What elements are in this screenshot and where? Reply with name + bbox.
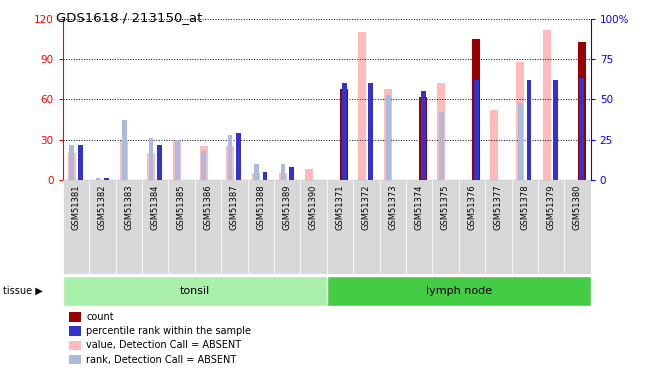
Bar <box>228 135 232 180</box>
Bar <box>122 120 127 180</box>
Text: GSM51376: GSM51376 <box>467 185 477 230</box>
Bar <box>386 94 391 180</box>
Bar <box>300 180 327 274</box>
Text: tissue ▶: tissue ▶ <box>3 286 43 296</box>
Text: GSM51383: GSM51383 <box>124 185 133 230</box>
Bar <box>432 180 459 274</box>
Bar <box>406 180 432 274</box>
Text: percentile rank within the sample: percentile rank within the sample <box>86 326 251 336</box>
Bar <box>459 180 485 274</box>
Text: GSM51387: GSM51387 <box>230 185 239 230</box>
Text: GSM51380: GSM51380 <box>573 185 582 230</box>
Text: GDS1618 / 213150_at: GDS1618 / 213150_at <box>56 11 203 24</box>
Bar <box>538 180 564 274</box>
Bar <box>490 110 498 180</box>
Bar <box>579 78 584 180</box>
Bar <box>157 144 162 180</box>
Bar <box>226 146 234 180</box>
Bar <box>385 88 393 180</box>
Bar <box>485 180 512 274</box>
Bar <box>175 140 180 180</box>
Bar <box>96 178 100 180</box>
Bar <box>472 39 480 180</box>
Bar <box>564 180 591 274</box>
Bar <box>340 88 348 180</box>
Bar <box>274 180 300 274</box>
Bar <box>168 180 195 274</box>
Text: GSM51384: GSM51384 <box>150 185 160 230</box>
Bar <box>327 180 353 274</box>
Text: value, Detection Call = ABSENT: value, Detection Call = ABSENT <box>86 340 242 350</box>
Text: GSM51385: GSM51385 <box>177 185 186 230</box>
Bar <box>289 167 294 180</box>
Bar <box>78 144 82 180</box>
Bar <box>68 153 76 180</box>
Bar <box>195 180 221 274</box>
Bar <box>518 103 523 180</box>
Bar <box>474 80 478 180</box>
Bar <box>368 83 373 180</box>
Bar <box>512 180 538 274</box>
Text: GSM51372: GSM51372 <box>362 185 371 230</box>
Text: GSM51375: GSM51375 <box>441 185 450 230</box>
Text: lymph node: lymph node <box>426 286 492 296</box>
Text: GSM51388: GSM51388 <box>256 185 265 230</box>
Text: GSM51386: GSM51386 <box>203 185 213 230</box>
Bar <box>263 172 267 180</box>
Bar <box>254 164 259 180</box>
Bar <box>327 276 591 306</box>
Bar <box>63 276 327 306</box>
Bar <box>121 140 129 180</box>
Bar <box>342 83 346 180</box>
Text: GSM51377: GSM51377 <box>494 185 503 230</box>
Text: count: count <box>86 312 114 322</box>
Bar <box>280 164 285 180</box>
Bar <box>104 178 109 180</box>
Bar <box>421 92 426 180</box>
Bar <box>236 133 241 180</box>
Bar <box>200 146 208 180</box>
Bar <box>63 180 89 274</box>
Bar <box>248 180 274 274</box>
Bar <box>438 83 446 180</box>
Bar <box>115 180 142 274</box>
Text: GSM51374: GSM51374 <box>414 185 424 230</box>
Bar <box>89 180 116 274</box>
Bar <box>578 42 585 180</box>
Bar <box>147 153 155 180</box>
Bar <box>221 180 248 274</box>
Bar <box>306 169 314 180</box>
Text: GSM51381: GSM51381 <box>71 185 81 230</box>
Text: GSM51373: GSM51373 <box>388 185 397 230</box>
Bar <box>379 180 406 274</box>
Bar <box>517 62 525 180</box>
Bar <box>253 173 261 180</box>
Bar <box>148 138 153 180</box>
Text: GSM51389: GSM51389 <box>282 185 292 230</box>
Bar <box>439 112 444 180</box>
Text: GSM51390: GSM51390 <box>309 185 318 230</box>
Bar <box>174 140 182 180</box>
Bar <box>201 151 206 180</box>
Bar <box>142 180 168 274</box>
Bar <box>543 30 551 180</box>
Text: GSM51379: GSM51379 <box>546 185 556 230</box>
Bar <box>279 173 287 180</box>
Bar <box>69 144 74 180</box>
Bar <box>353 180 380 274</box>
Text: GSM51371: GSM51371 <box>335 185 345 230</box>
Text: GSM51378: GSM51378 <box>520 185 529 230</box>
Text: tonsil: tonsil <box>180 286 210 296</box>
Text: GSM51382: GSM51382 <box>98 185 107 230</box>
Bar <box>358 32 366 180</box>
Bar <box>527 80 531 180</box>
Text: rank, Detection Call = ABSENT: rank, Detection Call = ABSENT <box>86 355 237 364</box>
Bar <box>553 80 558 180</box>
Bar <box>419 97 427 180</box>
